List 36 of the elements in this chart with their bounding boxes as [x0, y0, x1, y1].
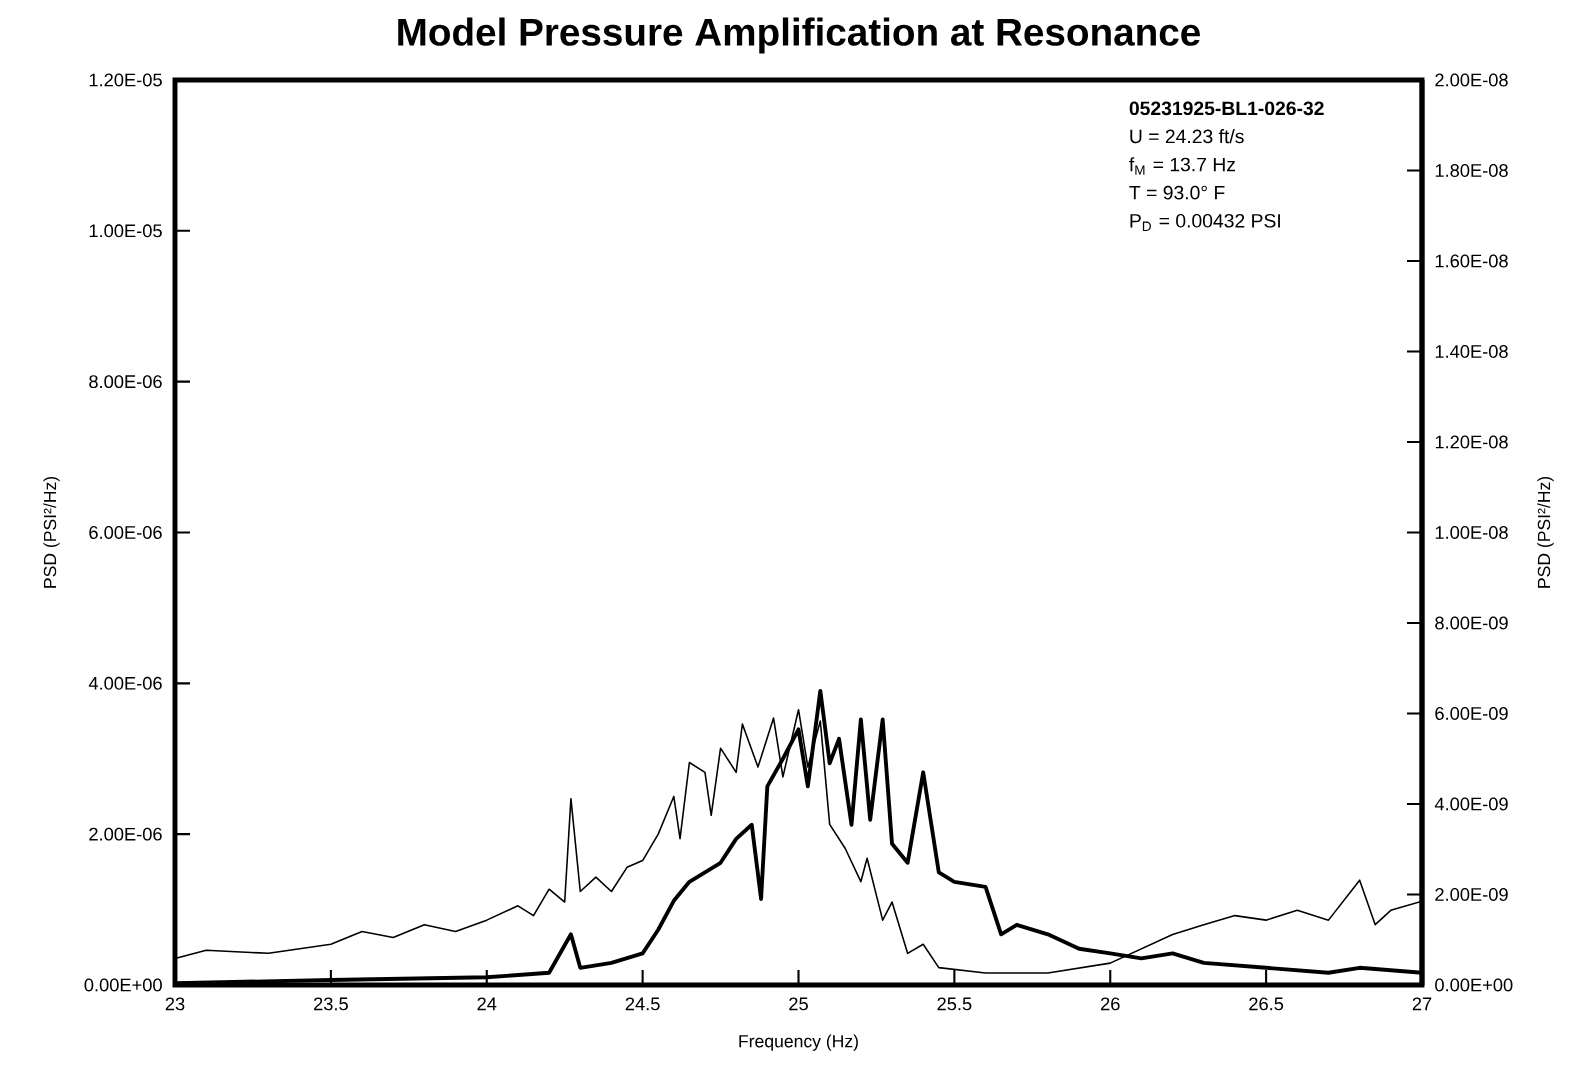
- y-tick-label: 2.00E-06: [89, 827, 162, 841]
- y2-axis-title: PSD (PSI²/Hz): [1537, 476, 1554, 588]
- y-tick-label: 4.00E-06: [88, 676, 162, 690]
- annotation: T = 93.0° F: [1129, 185, 1225, 200]
- chart-title: Model Pressure Amplification at Resonance: [398, 17, 1200, 54]
- y2-tick-label: 2.00E-09: [1435, 887, 1508, 901]
- annotation: 05231925-BL1-026-32: [1129, 101, 1324, 116]
- x-tick-label: 23: [165, 997, 185, 1011]
- x-tick-label: 26.5: [1249, 997, 1284, 1011]
- y2-tick-label: 0.00E+00: [1435, 978, 1513, 992]
- y-tick-label: 8.00E-06: [89, 375, 162, 389]
- y-tick-label: 0.00E+00: [84, 978, 162, 992]
- annotation: f$_{M}$ = 13.7 Hz: [1129, 157, 1235, 175]
- annotation: U = 24.23 ft/s: [1130, 129, 1244, 144]
- y-tick-label: 1.00E-05: [89, 224, 162, 238]
- y2-tick-label: 8.00E-09: [1435, 616, 1508, 630]
- x-tick-label: 26: [1101, 997, 1120, 1011]
- y2-tick-label: 6.00E-09: [1435, 706, 1508, 720]
- y-axis-title: PSD (PSI²/Hz): [43, 476, 60, 588]
- y2-tick-label: 4.00E-09: [1434, 797, 1508, 811]
- y2-tick-label: 2.00E-08: [1435, 73, 1508, 87]
- y2-tick-label: 1.80E-08: [1435, 164, 1508, 177]
- y2-tick-label: 1.60E-08: [1435, 254, 1508, 268]
- y-tick-label: 6.00E-06: [89, 525, 162, 539]
- y-tick-label: 1.20E-05: [89, 73, 162, 87]
- y2-tick-label: 1.00E-08: [1435, 525, 1508, 539]
- x-tick-label: 27: [1412, 997, 1432, 1011]
- x-tick-label: 25.5: [937, 997, 972, 1011]
- x-tick-label: 25: [789, 997, 808, 1011]
- y2-tick-label: 1.20E-08: [1435, 435, 1508, 449]
- y2-tick-label: 1.40E-08: [1435, 345, 1508, 358]
- x-axis-title: Frequency (Hz): [739, 1034, 858, 1051]
- x-tick-label: 24: [477, 997, 497, 1011]
- x-tick-label: 24.5: [625, 997, 660, 1011]
- x-tick-label: 23.5: [314, 997, 348, 1011]
- annotation: P$_{D}$ = 0.00432 PSI: [1130, 213, 1280, 231]
